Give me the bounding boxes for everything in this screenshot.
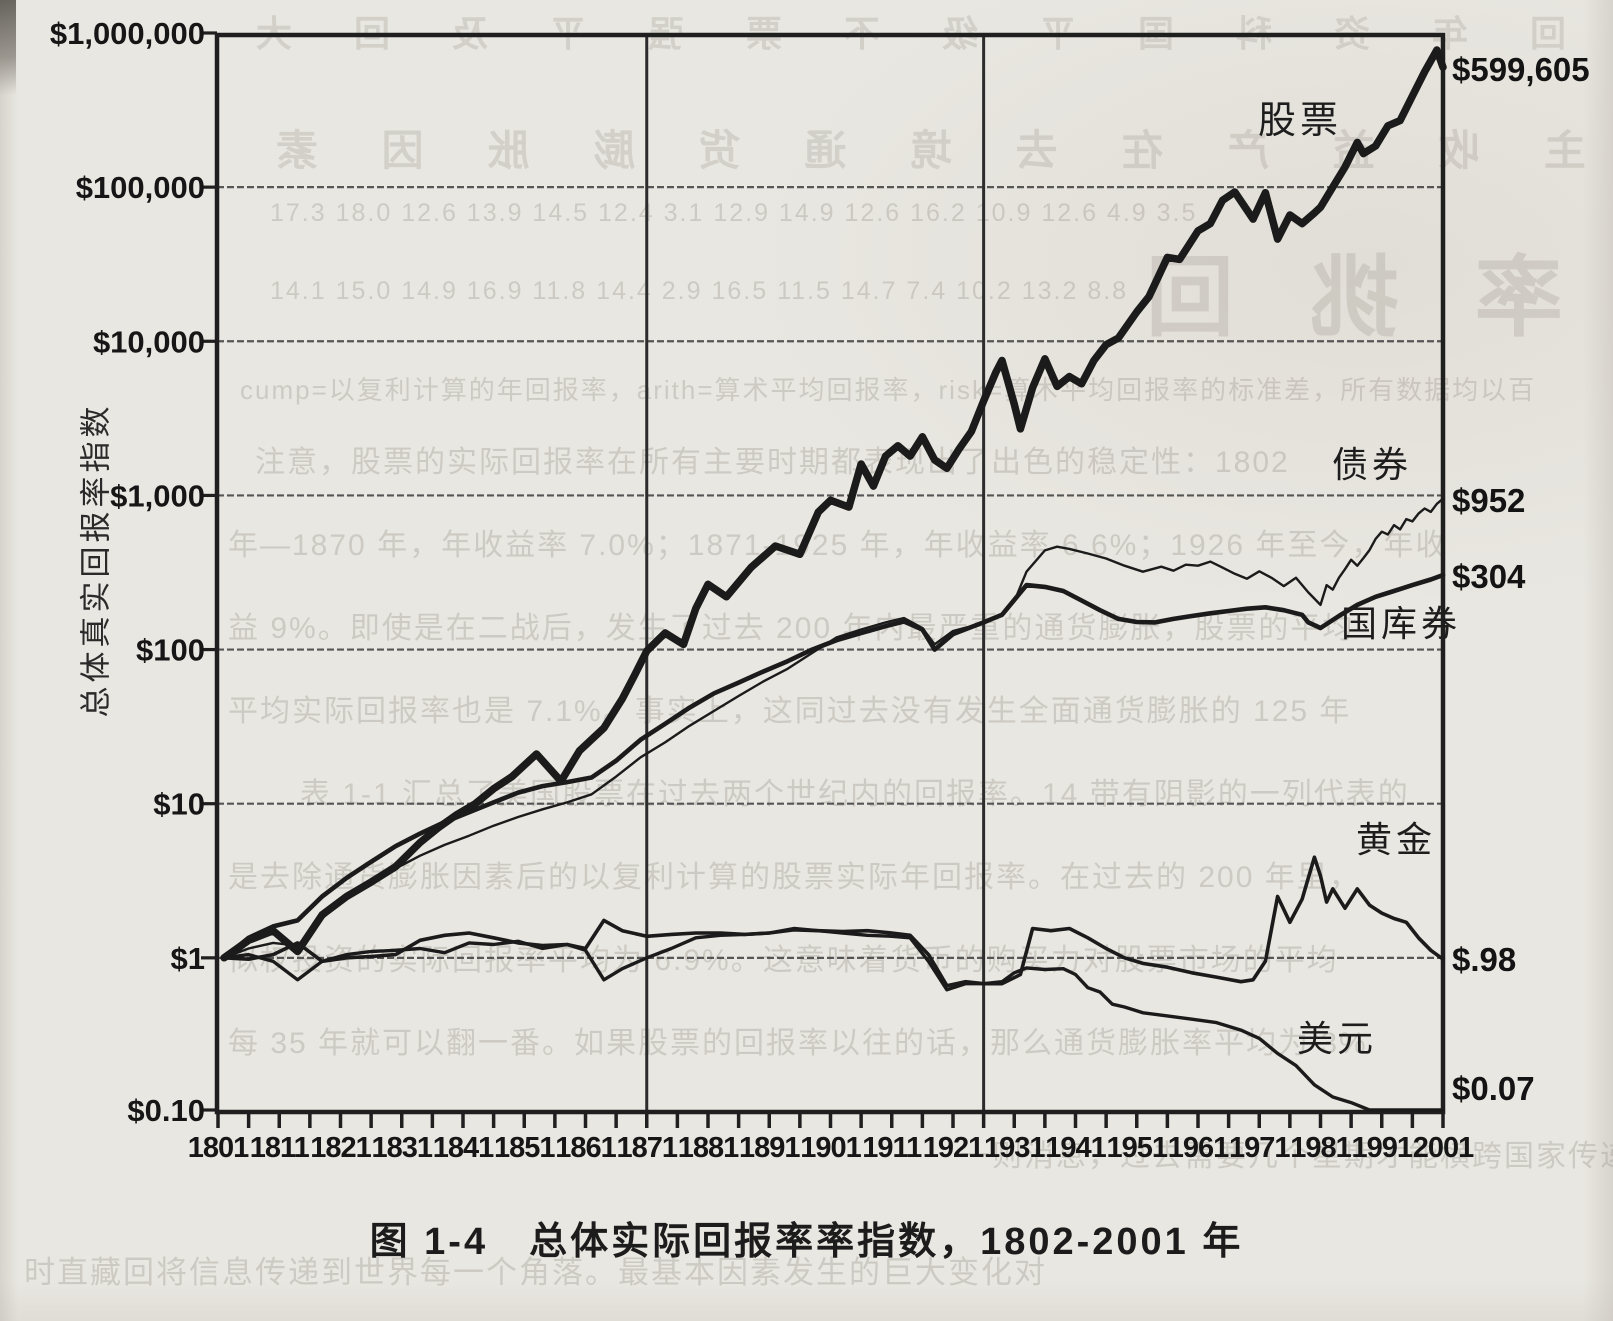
y-tick-label: $100,000 xyxy=(76,170,205,205)
bleedthrough-text: cump=以复利计算的年回报率，arith=算术平均回报率，risk=算术平均回… xyxy=(240,375,1537,405)
series-end-value-gold: $.98 xyxy=(1452,941,1516,978)
y-tick-label: $0.10 xyxy=(127,1093,205,1128)
bleedthrough-text: 年—1870 年，年收益率 7.0%；1871-1925 年，年收益率 6.6%… xyxy=(228,529,1448,562)
series-end-value-bills: $304 xyxy=(1452,558,1526,595)
x-tick-label: 1961 xyxy=(1168,1132,1229,1164)
x-tick-label: 1931 xyxy=(984,1132,1045,1164)
y-tick-label: $10,000 xyxy=(93,324,205,359)
series-end-value-dollar: $0.07 xyxy=(1452,1070,1535,1107)
y-tick-label: $1 xyxy=(171,941,205,976)
x-tick-label: 1811 xyxy=(250,1132,310,1164)
x-tick-label: 1831 xyxy=(371,1132,432,1164)
series-line-dollar xyxy=(222,926,1445,1112)
x-tick-label: 1871 xyxy=(616,1132,677,1164)
bleedthrough-text: 是去除通货膨胀因素后的以复利计算的股票实际年回报率。在过去的 200 年里， xyxy=(228,861,1361,894)
series-name-label-bills: 国库券 xyxy=(1341,603,1461,644)
series-end-value-stocks: $599,605 xyxy=(1452,51,1590,88)
y-tick-label: $10 xyxy=(153,787,205,822)
series-line-stocks xyxy=(220,46,1447,962)
x-tick-label: 1881 xyxy=(678,1132,739,1164)
x-tick-label: 1991 xyxy=(1351,1132,1412,1164)
series-end-value-bonds: $952 xyxy=(1452,482,1525,519)
x-tick-label: 1911 xyxy=(862,1132,922,1164)
bleedthrough-text: 一则消息，过去需要几个星期才能横跨国家传递 xyxy=(960,1140,1613,1173)
x-tick-label: 1951 xyxy=(1106,1132,1167,1164)
figure-caption: 图 1-4 总体实际回报率率指数，1802-2001 年 xyxy=(369,1221,1244,1263)
x-tick-label: 1861 xyxy=(555,1132,616,1164)
x-tick-label: 1921 xyxy=(923,1132,984,1164)
x-tick-label: 1901 xyxy=(800,1132,861,1164)
y-axis-title: 总体真实回报率指数 xyxy=(78,402,114,718)
series-line-gold xyxy=(222,855,1445,988)
x-tick-label: 1891 xyxy=(739,1132,800,1164)
series-line-bonds xyxy=(222,497,1445,959)
x-tick-label: 1821 xyxy=(310,1132,371,1164)
scan-smudge xyxy=(0,0,16,95)
series-name-label-dollar: 美元 xyxy=(1297,1018,1377,1059)
x-tick-label: 1801 xyxy=(188,1132,249,1164)
series-line-bills xyxy=(221,572,1446,961)
series-name-label-bonds: 债券 xyxy=(1332,444,1412,485)
bleedthrough-text: 益 9%。即使是在二战后，发生了过去 200 年内最严重的通货膨胀，股票的平均 xyxy=(228,612,1355,645)
bleedthrough-text: 时直藏回将信息传递到世界每一个角落。最基本因素发生的巨大变化对 xyxy=(24,1255,1047,1290)
bleedthrough-text: 每 35 年就可以翻一番。如果股票的回报率以往的话，那么通货膨胀率平均为 3% xyxy=(228,1027,1368,1060)
x-tick-label: 1841 xyxy=(433,1132,494,1164)
series-name-label-gold: 黄金 xyxy=(1356,819,1436,860)
bleedthrough-text: 平均实际回报率也是 7.1%。事实上，这同过去没有发生全面通货膨胀的 125 年 xyxy=(228,695,1352,728)
x-tick-label: 1851 xyxy=(494,1132,555,1164)
x-tick-label: 1971 xyxy=(1229,1132,1290,1164)
bleedthrough-text: 注意，股票的实际回报率在所有主要时期都表现出了出色的稳定性：1802 xyxy=(255,446,1290,479)
y-tick-label: $100 xyxy=(136,633,205,668)
bleedthrough-text: 17.3 18.0 12.6 13.9 14.5 12.4 3.1 12.9 1… xyxy=(270,199,1198,227)
y-tick-label: $1,000 xyxy=(110,478,205,513)
y-tick-label: $1,000,000 xyxy=(50,16,205,51)
series-name-label-stocks: 股票 xyxy=(1258,100,1342,142)
x-tick-label: 1981 xyxy=(1290,1132,1351,1164)
x-tick-label: 1941 xyxy=(1045,1132,1106,1164)
x-tick-label: 2001 xyxy=(1413,1132,1474,1164)
